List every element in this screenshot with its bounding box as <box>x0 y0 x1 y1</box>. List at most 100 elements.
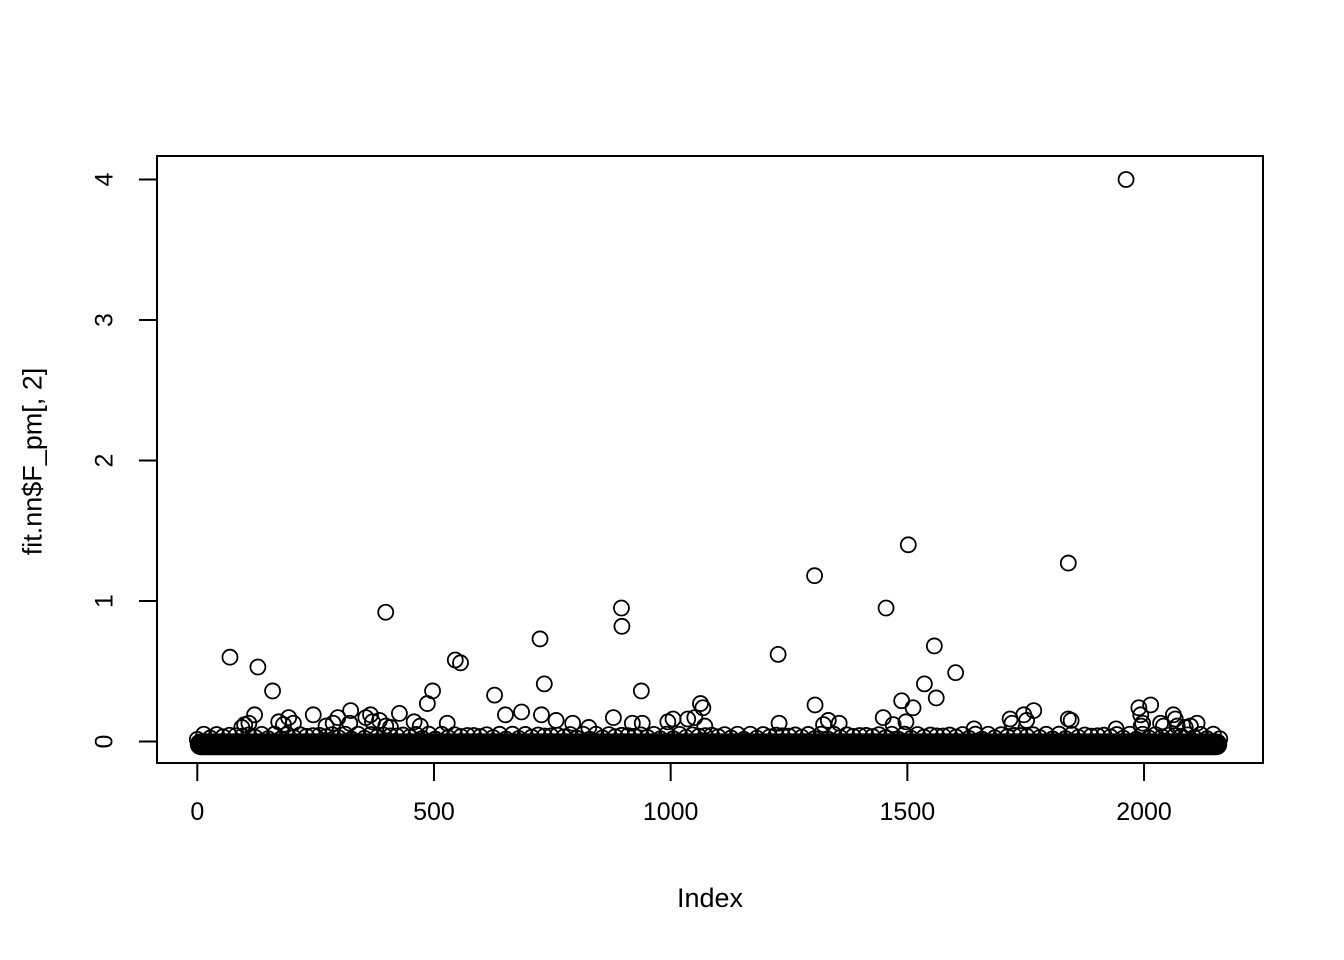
x-tick-label: 1500 <box>880 798 936 826</box>
data-point <box>694 699 712 717</box>
band-point <box>619 727 637 745</box>
band-point <box>1166 727 1184 745</box>
data-point <box>769 645 787 663</box>
data-point <box>341 714 359 732</box>
data-point <box>830 714 848 732</box>
data-point <box>770 714 788 732</box>
band-point <box>606 728 624 746</box>
band-point <box>1082 727 1100 745</box>
band-point <box>317 728 335 746</box>
data-point <box>221 648 239 666</box>
data-point <box>899 536 917 554</box>
band-point <box>851 727 869 744</box>
band-point <box>221 726 238 744</box>
band-point <box>1005 727 1023 744</box>
band-point <box>214 728 232 746</box>
data-point <box>564 714 582 732</box>
data-point <box>1107 720 1125 738</box>
data-point <box>806 567 823 585</box>
data-point <box>915 675 933 693</box>
data-point <box>382 719 399 736</box>
y-tick-label: 4 <box>91 172 119 186</box>
band-point <box>684 726 701 744</box>
band-point <box>304 727 322 745</box>
data-point <box>877 599 895 617</box>
band-point <box>227 727 245 745</box>
band-point <box>536 727 553 745</box>
band-point <box>452 728 470 745</box>
band-point <box>774 727 791 745</box>
y-tick-label: 0 <box>91 735 119 749</box>
y-tick-label: 2 <box>91 454 119 468</box>
band-point <box>1153 728 1171 746</box>
data-point <box>679 710 697 728</box>
band-point <box>381 727 399 745</box>
data-point <box>1188 714 1206 732</box>
data-point <box>1062 712 1080 729</box>
band-point <box>542 727 560 745</box>
band-point <box>928 727 946 745</box>
data-point <box>284 714 302 732</box>
band-point <box>529 726 547 744</box>
data-point <box>1132 706 1150 724</box>
band-point <box>1076 726 1094 744</box>
data-point <box>547 712 565 729</box>
data-point <box>1117 171 1135 188</box>
x-axis-title: Index <box>676 883 744 913</box>
band-point <box>864 728 881 745</box>
data-point <box>1166 710 1184 728</box>
data-point <box>893 692 911 710</box>
data-point <box>623 714 641 732</box>
data-point <box>531 630 549 648</box>
data-point <box>632 682 650 700</box>
band-point <box>992 726 1010 744</box>
data-point <box>925 637 943 655</box>
band-point <box>1012 727 1029 744</box>
x-tick-label: 2000 <box>1116 798 1172 826</box>
data-point <box>304 706 322 724</box>
band-point <box>857 727 875 744</box>
data-point <box>438 714 456 732</box>
data-point <box>486 686 503 704</box>
band-point <box>298 727 316 745</box>
band-point <box>388 727 406 745</box>
data-point <box>1142 696 1160 714</box>
data-point <box>1018 712 1036 729</box>
plot-box <box>156 155 1264 764</box>
data-point <box>377 603 395 621</box>
data-point <box>362 706 379 724</box>
data-point <box>613 617 631 635</box>
data-point <box>1130 699 1148 717</box>
data-point <box>411 717 429 735</box>
data-point <box>391 705 408 722</box>
x-tick-label: 500 <box>413 798 455 826</box>
band-point <box>844 728 862 745</box>
band-point <box>613 726 631 744</box>
band-point <box>471 728 489 745</box>
data-point <box>497 706 514 724</box>
data-point <box>280 709 298 727</box>
data-point <box>613 599 630 617</box>
band-point <box>600 726 618 744</box>
data-point <box>664 710 682 728</box>
band-point <box>941 726 959 744</box>
data-point <box>904 699 922 717</box>
data-point <box>884 716 902 734</box>
data-point <box>604 709 622 727</box>
band-point <box>1159 726 1177 744</box>
band-point <box>780 727 798 745</box>
data-point <box>947 664 965 682</box>
band-point <box>368 728 386 746</box>
band-point <box>233 727 251 745</box>
data-point <box>535 675 553 693</box>
band-point <box>626 727 643 745</box>
data-point <box>897 713 915 731</box>
band-point <box>1172 727 1190 745</box>
band-point <box>767 726 785 744</box>
data-point <box>513 703 530 721</box>
band-point <box>1089 727 1106 745</box>
data-point <box>696 717 714 735</box>
data-point <box>806 696 824 714</box>
